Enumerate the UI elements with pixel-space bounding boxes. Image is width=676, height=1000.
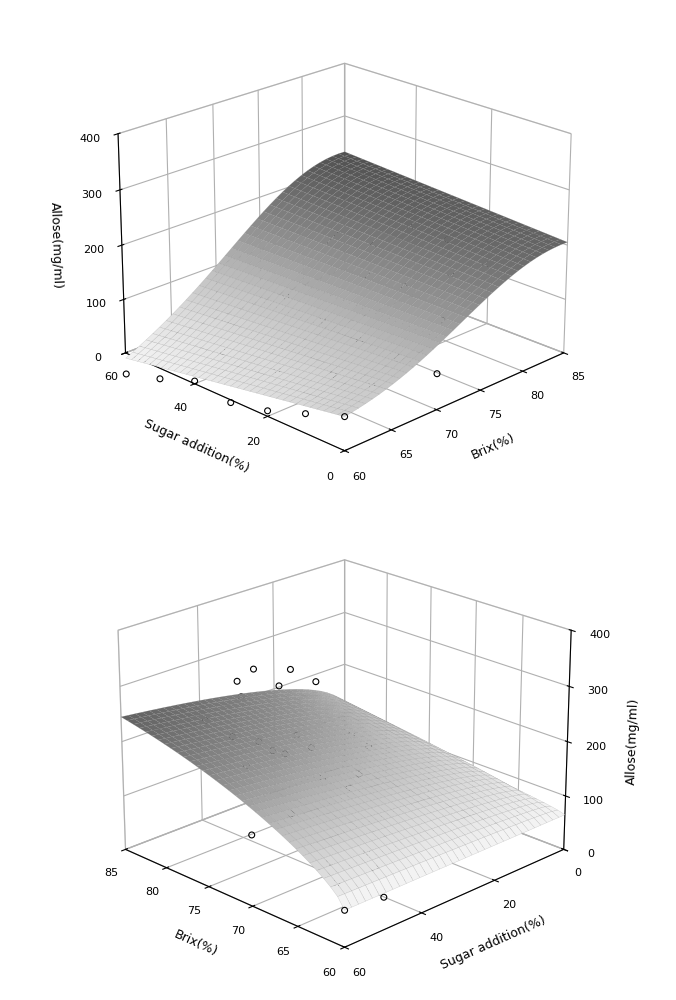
Y-axis label: Sugar addition(%): Sugar addition(%) — [439, 914, 548, 972]
X-axis label: Brix(%): Brix(%) — [172, 928, 220, 959]
X-axis label: Brix(%): Brix(%) — [469, 431, 517, 462]
Y-axis label: Sugar addition(%): Sugar addition(%) — [142, 418, 251, 476]
